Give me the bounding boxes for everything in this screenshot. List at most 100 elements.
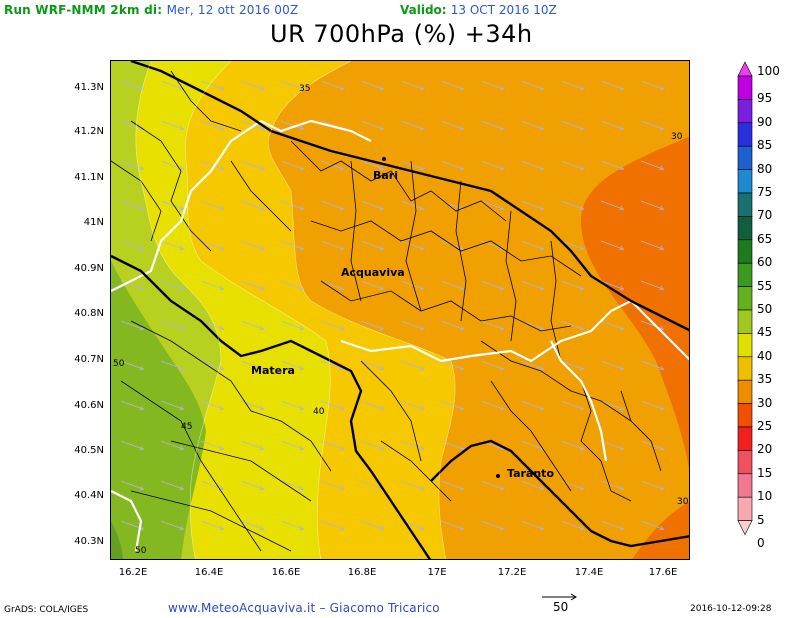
coastline [111, 61, 689, 559]
run-label: Run WRF-NMM 2km di: [4, 3, 163, 17]
valid-info: Valido: 13 OCT 2016 10Z [400, 3, 557, 17]
fill-55-60 [111, 521, 123, 559]
colorbar-label-5: 5 [757, 512, 765, 527]
xtick-17-2e: 17.2E [497, 567, 527, 578]
colorbar-label-50: 50 [757, 302, 773, 316]
colorbar-label-85: 85 [757, 138, 773, 153]
valid-label: Valido: [400, 3, 447, 17]
colorbar-swatch-60 [737, 239, 753, 264]
ytick-40-5n: 40.5N [74, 445, 104, 456]
colorbar-swatch-30 [737, 379, 753, 404]
colorbar-label-55: 55 [757, 278, 773, 293]
colorbar-swatch-65 [737, 216, 753, 241]
city-marker-bari [382, 157, 386, 161]
run-info: Run WRF-NMM 2km di: Mer, 12 ott 2016 00Z [4, 3, 298, 17]
colorbar-swatch-10 [737, 473, 753, 498]
fill-50-55 [111, 261, 206, 559]
colorbar-label-65: 65 [757, 231, 773, 246]
fill-25-30-southeast [632, 502, 689, 559]
colorbar-top-arrow [737, 61, 753, 77]
ytick-41-1n: 41.1N [74, 172, 104, 183]
colorbar-label-0: 0 [757, 536, 765, 550]
colorbar-swatch-95 [737, 75, 753, 100]
website-credit[interactable]: www.MeteoAcquaviva.it – Giacomo Tricaric… [168, 601, 440, 615]
municipal-boundaries [111, 70, 662, 552]
colorbar-bottom-arrow [737, 520, 753, 536]
ytick-41-2n: 41.2N [74, 126, 104, 137]
contour-label-30-south: 30 [677, 497, 689, 507]
colorbar-label-75: 75 [757, 185, 773, 199]
contour-label-45: 45 [181, 422, 192, 432]
colorbar-label-40: 40 [757, 348, 773, 363]
colorbar-label-80: 80 [757, 161, 773, 176]
ytick-41-3n: 41.3N [74, 82, 104, 93]
city-bari: Bari [373, 169, 398, 182]
colorbar-label-90: 90 [757, 114, 773, 129]
colorbar-swatch-75 [737, 169, 753, 194]
contour-label-50-west: 50 [113, 359, 125, 369]
city-marker-taranto [496, 474, 500, 478]
ytick-40-8n: 40.8N [74, 308, 104, 319]
ytick-40-7n: 40.7N [74, 354, 104, 365]
ytick-40-6n: 40.6N [74, 400, 104, 411]
colorbar-label-35: 35 [757, 372, 773, 387]
xtick-17-4e: 17.4E [574, 567, 604, 578]
contour-lines [135, 61, 456, 559]
colorbar-label-10: 10 [757, 489, 773, 504]
xtick-16-4e: 16.4E [194, 567, 224, 578]
colorbar-swatch-5 [737, 496, 753, 521]
vector-reference-arrow [542, 593, 577, 601]
ytick-40-9n: 40.9N [74, 263, 104, 274]
wind-vectors [120, 80, 663, 529]
humidity-map: 35 30 50 45 40 50 30 Bari Acquaviva Mate… [110, 60, 690, 560]
contour-label-50-south: 50 [135, 546, 147, 556]
colorbar-swatch-40 [737, 333, 753, 358]
colorbar-swatch-55 [737, 262, 753, 287]
colorbar-label-15: 15 [757, 465, 773, 480]
xtick-17-6e: 17.6E [648, 567, 678, 578]
regional-boundaries [111, 119, 689, 552]
city-acquaviva: Acquaviva [341, 266, 405, 279]
generation-timestamp: 2016-10-12-09:28 [690, 604, 772, 614]
colorbar-label-100: 100 [757, 64, 780, 78]
city-labels: Bari Acquaviva Matera Taranto [251, 157, 554, 480]
city-matera: Matera [251, 364, 295, 377]
contour-label-group: 35 30 50 45 40 50 30 [113, 84, 689, 556]
colorbar-swatch-45 [737, 309, 753, 334]
xtick-16-6e: 16.6E [271, 567, 301, 578]
colorbar-label-45: 45 [757, 325, 773, 340]
colorbar-label-60: 60 [757, 255, 773, 270]
colorbar-swatch-50 [737, 286, 753, 311]
contour-label-30-north: 30 [671, 132, 683, 142]
software-credit: GrADS: COLA/IGES [4, 605, 89, 615]
colorbar-swatch-80 [737, 145, 753, 170]
ytick-40-3n: 40.3N [74, 536, 104, 547]
run-date: Mer, 12 ott 2016 00Z [166, 3, 299, 17]
colorbar-swatch-70 [737, 192, 753, 217]
ytick-41n: 41N [83, 217, 104, 228]
colorbar-swatch-90 [737, 99, 753, 124]
xtick-17e: 17E [427, 567, 447, 578]
city-taranto: Taranto [507, 467, 554, 480]
colorbar-label-20: 20 [757, 442, 773, 457]
ytick-40-4n: 40.4N [74, 490, 104, 501]
colorbar-swatch-20 [737, 426, 753, 451]
contour-label-40: 40 [313, 407, 325, 417]
map-title: UR 700hPa (%) +34h [270, 20, 533, 48]
xtick-16-2e: 16.2E [118, 567, 148, 578]
colorbar-label-95: 95 [757, 91, 773, 106]
colorbar-label-70: 70 [757, 208, 773, 223]
valid-date: 13 OCT 2016 10Z [450, 3, 557, 17]
colorbar-swatch-35 [737, 356, 753, 381]
colorbar-label-25: 25 [757, 419, 773, 433]
colorbar-swatches [737, 61, 753, 536]
colorbar-swatch-15 [737, 450, 753, 475]
contour-label-35: 35 [299, 84, 310, 94]
colorbar-swatch-85 [737, 122, 753, 147]
map-canvas: 35 30 50 45 40 50 30 Bari Acquaviva Mate… [111, 61, 689, 559]
colorbar-label-30: 30 [757, 395, 773, 410]
colorbar-swatch-25 [737, 403, 753, 428]
vector-reference-label: 50 [553, 600, 569, 614]
xtick-16-8e: 16.8E [347, 567, 377, 578]
colorbar [737, 61, 753, 536]
